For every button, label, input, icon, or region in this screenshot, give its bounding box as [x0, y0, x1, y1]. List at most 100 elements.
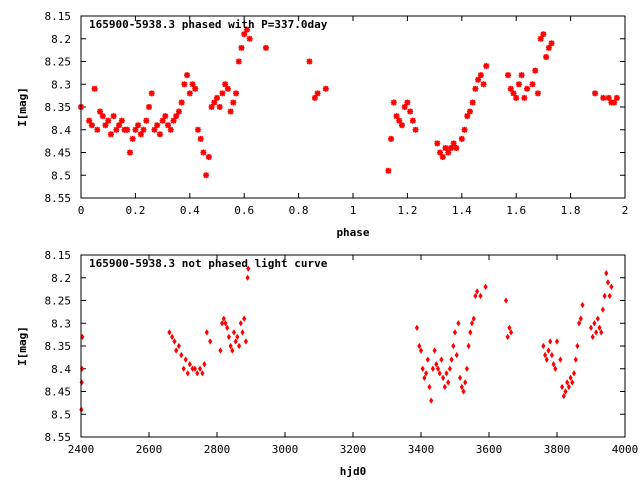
y-tick-label: 8.4 — [51, 363, 71, 376]
data-point — [245, 274, 250, 282]
data-point — [464, 113, 471, 120]
data-point — [174, 347, 179, 354]
data-point — [407, 108, 414, 115]
data-point — [549, 351, 554, 359]
data-point — [146, 104, 152, 110]
data-point — [238, 319, 243, 327]
y-tick-label: 8.3 — [51, 317, 71, 330]
data-point — [185, 370, 190, 377]
data-point — [226, 333, 231, 341]
data-point — [578, 315, 583, 322]
data-point — [580, 301, 585, 309]
data-point — [607, 292, 612, 300]
data-point — [414, 324, 420, 332]
y-tick-label: 8.4 — [51, 124, 71, 137]
phased-data-points — [78, 26, 620, 179]
data-point — [195, 370, 200, 377]
data-point — [151, 126, 158, 133]
data-point — [162, 113, 169, 120]
data-point — [218, 347, 223, 354]
data-point — [233, 338, 238, 345]
data-point — [553, 365, 558, 373]
x-tick-label: 0.6 — [234, 204, 254, 217]
data-point — [110, 113, 117, 120]
data-point — [437, 149, 444, 156]
data-point — [464, 365, 469, 373]
data-point — [510, 90, 517, 97]
data-point — [475, 76, 482, 83]
data-point — [452, 329, 458, 336]
data-point — [143, 117, 150, 124]
data-point — [449, 356, 454, 363]
x-tick-label: 4000 — [612, 443, 639, 456]
data-point — [432, 347, 437, 354]
x-tick-label: 3800 — [544, 443, 571, 456]
unphased-chart-title: 165900-5938.3 not phased light curve — [89, 257, 328, 270]
data-point — [442, 383, 447, 391]
unphased-y-axis-label: I[mag] — [16, 326, 29, 366]
data-point — [424, 370, 429, 377]
data-point — [159, 117, 166, 124]
x-tick-label: 3200 — [340, 443, 367, 456]
data-point — [135, 122, 142, 129]
y-tick-label: 8.3 — [51, 78, 71, 91]
data-point — [132, 126, 139, 133]
x-tick-label: 0.4 — [180, 204, 200, 217]
data-point — [575, 342, 580, 350]
data-point — [454, 351, 459, 359]
data-point — [600, 306, 605, 313]
data-point — [429, 397, 434, 404]
data-point — [214, 94, 220, 101]
data-point — [505, 72, 512, 79]
data-point — [178, 99, 185, 106]
data-point — [541, 342, 546, 350]
data-point — [211, 99, 218, 106]
unphased-light-curve-panel: 2400 2600 2800 3000 3200 3400 3600 3800 4000 8.15… — [16, 249, 638, 478]
data-point — [237, 342, 242, 350]
data-point — [200, 149, 207, 156]
data-point — [412, 126, 419, 133]
data-point — [543, 351, 548, 359]
data-point — [558, 356, 563, 363]
data-point — [605, 279, 611, 286]
x-tick-label: 2 — [622, 204, 629, 217]
data-point — [401, 104, 408, 110]
data-point — [529, 81, 536, 88]
data-point — [417, 342, 422, 350]
data-point — [515, 81, 522, 88]
data-point — [409, 117, 416, 124]
phased-plot-frame — [80, 15, 626, 199]
data-point — [91, 85, 98, 92]
data-point — [507, 85, 514, 92]
data-point — [137, 131, 144, 138]
unphased-data-points — [79, 265, 614, 413]
x-tick-label: 0.8 — [289, 204, 309, 217]
data-point — [102, 122, 109, 129]
data-point — [189, 81, 196, 88]
data-point — [532, 67, 539, 74]
data-point — [445, 149, 452, 156]
data-point — [441, 374, 446, 382]
data-point — [573, 356, 578, 363]
data-point — [220, 319, 225, 327]
data-point — [560, 383, 565, 391]
data-point — [430, 365, 435, 373]
data-point — [595, 315, 600, 322]
data-point — [179, 351, 184, 359]
data-point — [458, 374, 463, 382]
data-point — [588, 324, 594, 332]
data-point — [450, 140, 457, 147]
data-point — [524, 85, 531, 92]
data-point — [513, 94, 520, 101]
data-point — [197, 365, 203, 373]
data-point — [197, 135, 204, 142]
x-tick-label: 1.4 — [452, 204, 472, 217]
data-point — [599, 329, 604, 336]
phased-light-curve-panel: 0 0.2 0.4 0.6 0.8 1 1.2 1.4 1.6 1.8 2 8.15 8.2 8.25 8.… — [16, 10, 628, 239]
data-point — [505, 333, 510, 341]
data-point — [477, 72, 484, 79]
data-point — [600, 94, 607, 101]
data-point — [568, 374, 573, 382]
data-point — [192, 85, 199, 92]
y-tick-label: 8.5 — [51, 408, 71, 421]
